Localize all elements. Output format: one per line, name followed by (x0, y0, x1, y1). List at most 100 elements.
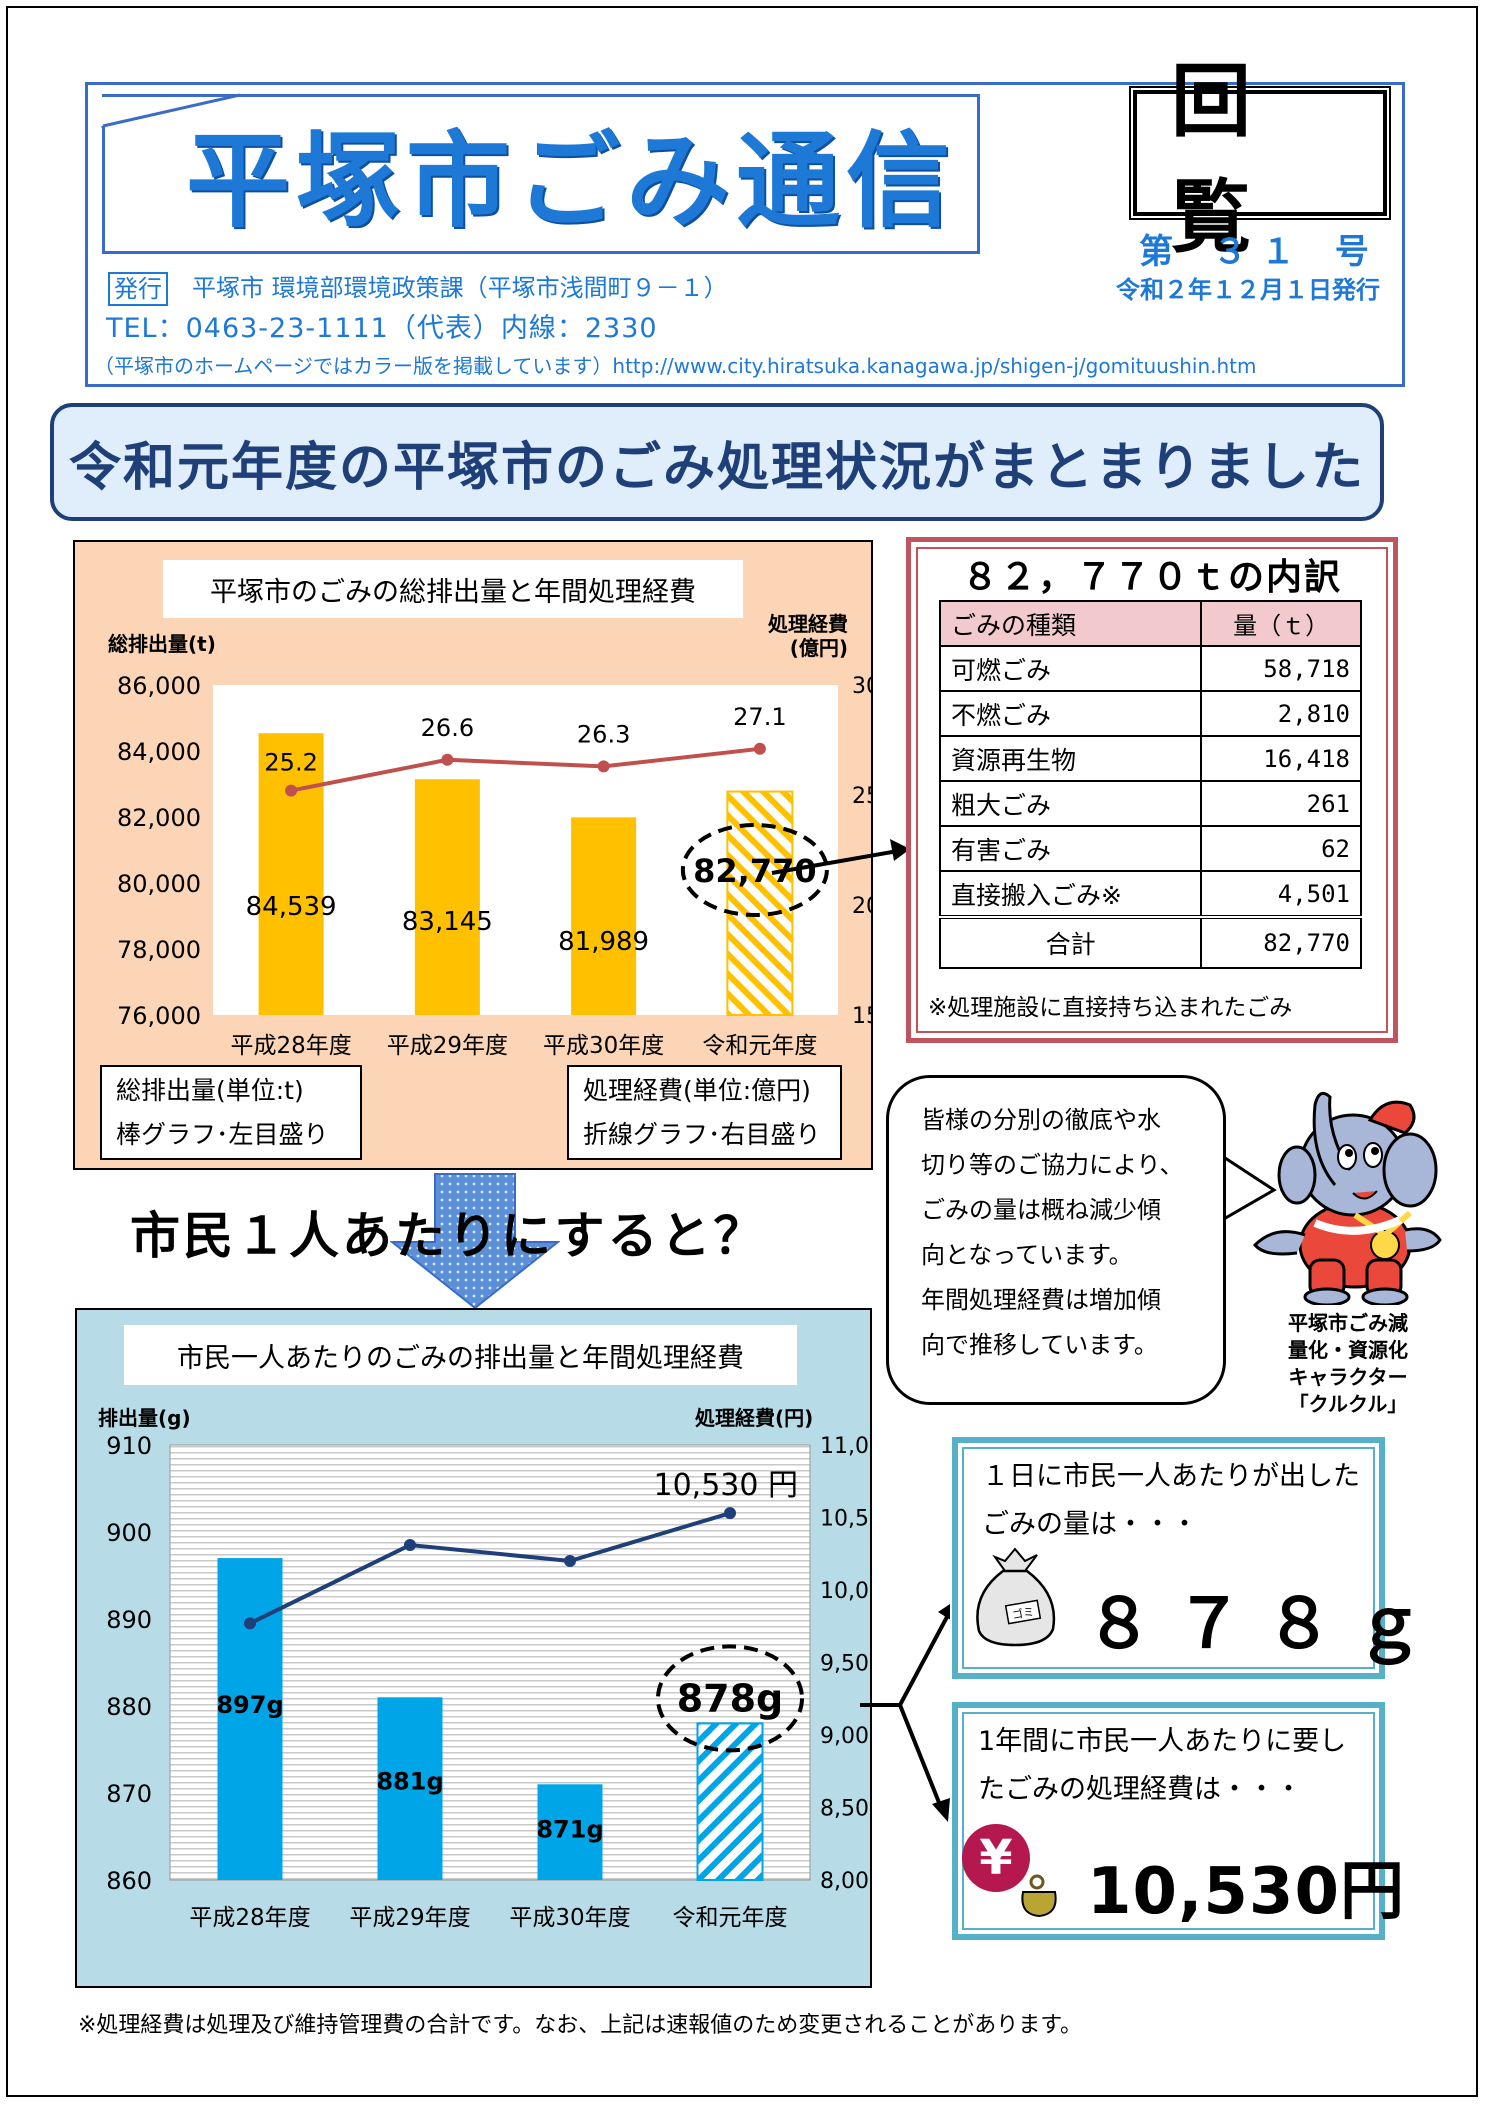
chart1-right-tick-label: 15 (852, 1004, 873, 1029)
chart2-left-tick-label: 890 (106, 1606, 152, 1634)
chart1-y-axis-label: 総排出量(t) (108, 632, 216, 656)
daily-amount-inner (962, 1447, 1375, 1669)
chart1-bar-label: 83,145 (402, 907, 493, 937)
chart2-bar-label: 881g (376, 1768, 443, 1796)
issue-number: 第 ３１ 号 (1139, 232, 1383, 272)
chart1-bar (571, 817, 637, 1015)
table-row: 粗大ごみ 261 (938, 780, 1362, 827)
daily-amount-text: １日に市民一人あたりが出した ごみの量は・・・ (982, 1453, 1360, 1549)
page-frame (6, 6, 1478, 2097)
chart1-y2-label-line2: (億円) (789, 636, 848, 660)
chart1-left-tick-label: 82,000 (117, 804, 201, 832)
chart2-right-tick-label: 11,000 (820, 1434, 872, 1459)
garbage-bag-icon: ゴミ (976, 1547, 1056, 1647)
chart2-right-tick-label: 10,500 (820, 1507, 872, 1532)
chart1-left-tick-label: 86,000 (117, 672, 201, 700)
breakdown-inner-border (916, 547, 1388, 1033)
row-amount: 261 (1200, 780, 1362, 827)
row-type: 可燃ごみ (938, 645, 1203, 692)
chart1-legend-left: 総排出量(単位:t) 棒グラフ･左目盛り (100, 1065, 362, 1160)
table-row: 資源再生物 16,418 (938, 735, 1362, 782)
table-row: 不燃ごみ 2,810 (938, 690, 1362, 737)
caption-line: キャラクター (1288, 1365, 1408, 1389)
speech-bubble: 皆様の分別の徹底や水 切り等のご協力により、 ごみの量は概ね減少傾 向となってい… (886, 1075, 1226, 1405)
row-type: 粗大ごみ (938, 780, 1203, 827)
daily-line2: ごみの量は・・・ (982, 1509, 1198, 1540)
chart2-y-axis-label: 排出量(g) (98, 1406, 191, 1430)
chart2-left-tick-label: 880 (106, 1693, 152, 1721)
chart2-line-point (404, 1539, 416, 1552)
chart1-line-label: 27.1 (733, 703, 786, 731)
chart2-bar-label: 878g (677, 1676, 784, 1720)
issue-date: 令和２年１２月１日発行 (1116, 276, 1380, 304)
row-amount: 4,501 (1200, 870, 1362, 918)
cost-line1: 1年間に市民一人あたりに要し (978, 1726, 1347, 1757)
chart2-category-label: 平成29年度 (349, 1905, 470, 1931)
bubble-line: 向で推移しています。 (921, 1331, 1158, 1359)
chart1-left-tick-label: 76,000 (117, 1002, 201, 1030)
table-total-row: 合計 82,770 (938, 915, 1362, 969)
chart2-right-tick-label: 8,000 (820, 1869, 872, 1894)
chart2-left-tick-label: 910 (106, 1432, 152, 1460)
chart1-line-label: 26.6 (421, 714, 474, 742)
chart2-bar (537, 1784, 603, 1880)
chart2-bar (217, 1558, 283, 1880)
chart2-category-label: 令和元年度 (673, 1905, 788, 1931)
chart1-category-label: 平成29年度 (387, 1033, 508, 1059)
breakdown-note: ※処理施設に直接持ち込まれたごみ (928, 995, 1293, 1021)
chart2-left-tick-label: 860 (106, 1867, 152, 1895)
chart1-bar-label: 81,989 (558, 927, 649, 957)
homepage-note[interactable]: （平塚市のホームページではカラー版を掲載しています）http://www.cit… (94, 354, 1257, 378)
bubble-line: 年間処理経費は増加傾 (921, 1286, 1161, 1314)
main-heading: 令和元年度の平塚市のごみ処理状況がまとまりました (50, 403, 1384, 521)
table-header-row: ごみの種類 量（ｔ） (938, 600, 1362, 647)
chart1-right-tick-label: 30 (852, 674, 873, 699)
legend-right-line2: 折線グラフ･右目盛り (583, 1120, 821, 1149)
annual-cost-value: 10,530円 (1087, 1855, 1405, 1929)
row-amount: 62 (1200, 825, 1362, 872)
chart2-category-label: 平成30年度 (509, 1905, 630, 1931)
table-row: 直接搬入ごみ※ 4,501 (938, 870, 1362, 918)
chart1-bar-label: 82,770 (693, 852, 816, 890)
header-box (85, 82, 1405, 387)
chart1-category-label: 平成30年度 (543, 1033, 664, 1059)
chart1-y2-label-line1: 処理経費 (768, 612, 848, 636)
daily-amount-value: ８７８ｇ (1085, 1585, 1446, 1664)
chart2-line-point (564, 1555, 576, 1567)
total-label: 合計 (938, 915, 1203, 969)
chart1-left-tick-label: 78,000 (117, 936, 201, 964)
fork-arrow (860, 1600, 956, 1822)
chart1-bar (258, 733, 324, 1015)
legend-right-line1: 処理経費(単位:億円) (583, 1076, 811, 1105)
bag-label: ゴミ (1011, 1604, 1035, 1622)
chart1-line-point (597, 760, 610, 773)
chart1-bar (414, 779, 480, 1015)
row-type: 資源再生物 (938, 735, 1203, 782)
bubble-line: 切り等のご協力により、 (921, 1151, 1184, 1179)
chart1-bar (726, 790, 794, 1016)
title-banner-left-edge (102, 126, 105, 254)
annual-cost-inner (962, 1712, 1375, 1930)
chart2-category-label: 平成28年度 (189, 1905, 310, 1931)
row-type: 不燃ごみ (938, 690, 1203, 737)
chart2-bar-label: 871g (536, 1815, 603, 1843)
header-amount: 量（ｔ） (1200, 600, 1362, 647)
chart2-left-tick-label: 900 (106, 1519, 152, 1547)
chart1-y2-axis-label: 処理経費 (億円) (752, 612, 848, 660)
chart2-right-tick-label: 10,000 (820, 1579, 872, 1604)
chart1-left-tick-label: 84,000 (117, 738, 201, 766)
chart2-title: 市民一人あたりのごみの排出量と年間処理経費 (124, 1325, 797, 1385)
breakdown-title: ８２，７７０ｔの内訳 (961, 557, 1342, 598)
title-banner (102, 94, 980, 254)
bubble-line: 向となっています。 (921, 1241, 1133, 1269)
bubble-line: ごみの量は概ね減少傾 (921, 1196, 1161, 1224)
row-amount: 58,718 (1200, 645, 1362, 692)
character-caption: 平塚市ごみ減 量化・資源化 キャラクター 「クルクル」 (1268, 1310, 1428, 1418)
chart1-legend-right: 処理経費(単位:億円) 折線グラフ･右目盛り (567, 1065, 842, 1160)
chart2-plot: 910 900 890 880 870 860 11,000 10,500 10,000 9,5… (106, 1432, 872, 1931)
cost-line2: たごみの処理経費は・・・ (978, 1774, 1302, 1805)
chart1-line-label: 25.2 (264, 749, 317, 777)
publisher-label: 発行 (108, 272, 168, 306)
row-type: 有害ごみ (938, 825, 1203, 872)
chart1-right-tick-label: 20 (852, 894, 873, 919)
